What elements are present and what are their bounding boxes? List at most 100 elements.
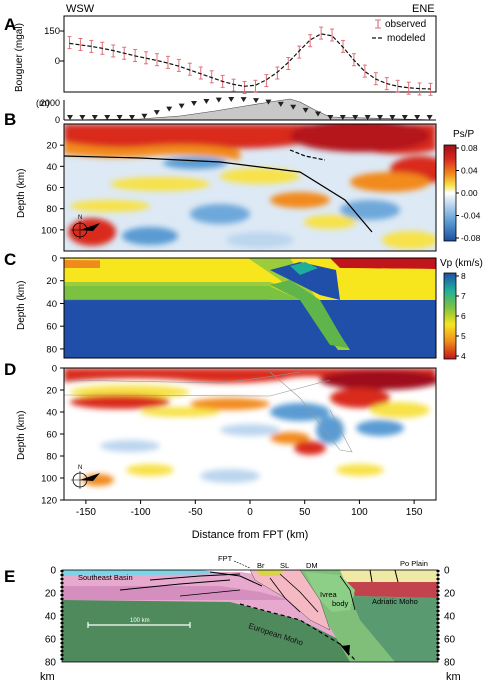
depth-tick-left: 40 <box>45 612 57 623</box>
bouguer-observed-point <box>67 36 72 50</box>
cbar-tick-label: 0.08 <box>461 143 478 153</box>
ytick-label: 40 <box>46 299 57 310</box>
cbar-psp <box>443 144 457 242</box>
panel-c-frame <box>63 257 437 359</box>
topo-tick-0: 0 <box>55 115 60 125</box>
cbar-vp-title: Vp (km/s) <box>440 258 483 269</box>
topo-unit: (m) <box>36 98 50 108</box>
seismic-stations <box>67 97 433 120</box>
station-marker <box>339 115 346 120</box>
north-arrow-b: N <box>71 215 100 239</box>
bouguer-observed-point <box>330 28 335 42</box>
ytick-label: 80 <box>46 344 57 355</box>
station-marker <box>141 113 148 119</box>
ytick-label: 20 <box>46 141 57 152</box>
station-marker <box>277 101 284 107</box>
panel-d: D <box>4 360 437 541</box>
cbar-tick-label: 0.04 <box>461 166 478 176</box>
ytick-label: 80 <box>46 452 57 463</box>
station-marker <box>377 115 383 120</box>
bouguer-observed-point <box>362 64 367 78</box>
xtick-label: 50 <box>299 507 311 518</box>
label-dm: DM <box>306 561 318 570</box>
depth-tick-left: 80 <box>45 658 57 669</box>
label-fpt: FPT <box>218 554 233 563</box>
label-br: Br <box>257 561 265 570</box>
topo-tick-2000: 2000 <box>40 98 60 108</box>
station-marker <box>302 107 309 113</box>
bouguer-observed-point <box>395 79 400 93</box>
panel-d-letter: D <box>4 360 16 379</box>
xtick-label: 0 <box>247 507 253 518</box>
panel-a-legend: observed modeled <box>372 19 426 44</box>
depth-tick-right: 0 <box>444 566 450 577</box>
depth-tick-right: 60 <box>444 635 456 646</box>
cbar-tick-label: -0.08 <box>461 233 481 243</box>
bouguer-observed-point <box>155 53 159 67</box>
station-marker <box>414 115 421 120</box>
bouguer-observed-point <box>428 82 433 96</box>
bouguer-observed-point <box>78 38 83 51</box>
bouguer-observed-point <box>406 81 411 95</box>
cbar-tick-label: 7 <box>461 291 466 301</box>
depth-tick-left: 60 <box>45 635 57 646</box>
cbar-tick-label: 0.00 <box>461 188 478 198</box>
panel-d-xticks: -150 -100 -50 0 50 100 150 <box>76 500 423 518</box>
xtick-label: -150 <box>76 507 96 518</box>
ytick-label: 0 <box>52 254 57 265</box>
label-southeast-basin: Southeast Basin <box>78 573 133 582</box>
xtick-label: 100 <box>351 507 368 518</box>
ytick-label: 60 <box>46 183 57 194</box>
ytick-label: 100 <box>41 225 57 236</box>
bouguer-observed-point <box>231 78 236 92</box>
station-marker <box>203 98 210 104</box>
station-marker <box>352 115 359 120</box>
panel-a: A WSW ENE Bouguer (mgal) 150 0 observed … <box>4 3 437 96</box>
station-marker <box>116 115 123 120</box>
station-marker <box>166 106 173 112</box>
ene-label: ENE <box>412 3 435 15</box>
cbar-psp-title: Ps/P <box>453 129 474 140</box>
station-marker <box>240 97 247 103</box>
station-marker <box>426 115 433 120</box>
panel-e-depth-ticks: 0 0 20 20 40 40 60 60 80 80 <box>45 566 456 669</box>
panel-a-ytick-150: 150 <box>44 26 60 37</box>
panel-a-ytick-0: 0 <box>55 56 60 67</box>
legend-modeled: modeled <box>387 33 425 44</box>
station-marker <box>191 100 197 106</box>
ytick-label: 80 <box>46 204 57 215</box>
panel-c: C Depth (km) 0 20 40 60 80 Vp (km/s) 8 7 6 5 4 <box>4 250 483 361</box>
panel-a-frame <box>63 15 437 93</box>
panel-e-km-right: km <box>446 671 461 683</box>
xtick-label: 150 <box>406 507 423 518</box>
ytick-label: 40 <box>46 162 57 173</box>
xtick-label: -100 <box>131 507 151 518</box>
panel-c-ylabel: Depth (km) <box>16 281 27 330</box>
panel-d-yticks: 0 20 40 60 80 100 120 <box>41 364 64 507</box>
panel-b-ylabel: Depth (km) <box>16 169 27 218</box>
bouguer-observed-point <box>286 57 291 70</box>
label-body: body <box>332 599 349 608</box>
ytick-label: 60 <box>46 322 57 333</box>
panel-b-yticks: 20 40 60 80 100 <box>41 141 64 236</box>
cbar-tick-label: 6 <box>461 311 466 321</box>
cbar-vp <box>443 272 457 360</box>
panel-e-km-left: km <box>40 671 55 683</box>
panel-d-image <box>64 368 436 500</box>
panel-e-letter: E <box>4 567 15 586</box>
bouguer-observed-point <box>209 70 214 84</box>
label-adriatic-moho: Adriatic Moho <box>372 597 418 606</box>
bouguer-observed-series <box>67 26 433 96</box>
station-marker <box>389 115 396 120</box>
legend-observed: observed <box>385 19 426 30</box>
ytick-label: 20 <box>46 276 57 287</box>
panel-d-xlabel: Distance from FPT (km) <box>192 529 309 541</box>
ytick-label: 20 <box>46 386 57 397</box>
cbar-psp-ticks: 0.08 0.04 0.00 -0.04 -0.08 <box>456 143 481 243</box>
bouguer-observed-point <box>89 39 94 53</box>
station-marker <box>178 103 185 109</box>
xtick-label: -50 <box>188 507 203 518</box>
moho-trace-line <box>64 155 373 233</box>
wsw-label: WSW <box>66 3 95 15</box>
cbar-tick-label: 8 <box>461 271 466 281</box>
